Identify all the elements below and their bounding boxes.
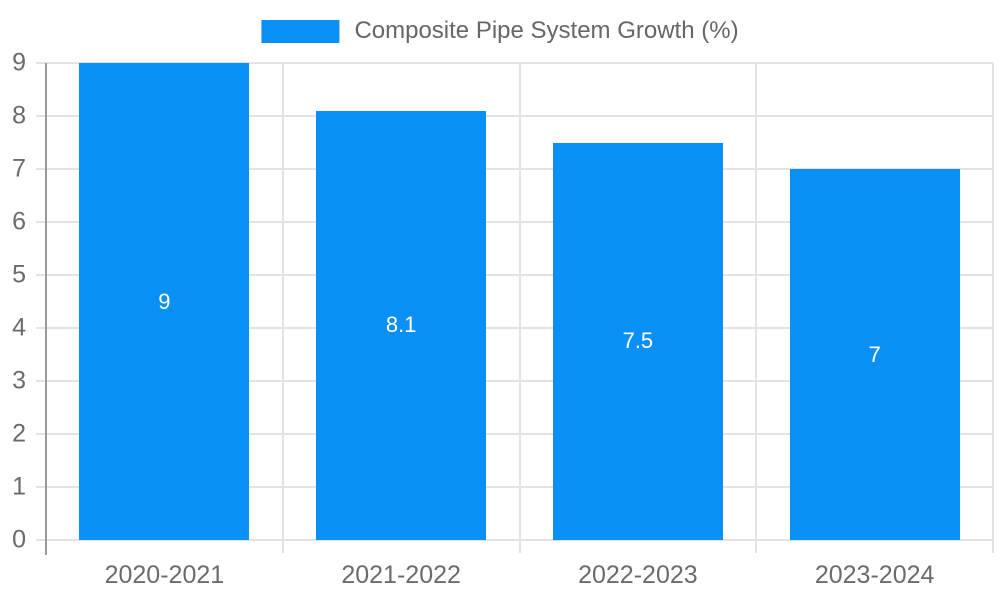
legend-label: Composite Pipe System Growth (%) bbox=[354, 17, 739, 44]
y-tick-label: 1 bbox=[12, 472, 26, 501]
x-gridline bbox=[992, 63, 994, 553]
x-tick-label: 2021-2022 bbox=[341, 561, 461, 589]
y-tick-label: 5 bbox=[12, 260, 26, 289]
y-axis-line bbox=[45, 63, 47, 555]
bar-value-label: 8.1 bbox=[385, 312, 417, 338]
y-tick-label: 8 bbox=[12, 101, 26, 130]
y-gridline bbox=[36, 486, 993, 488]
y-gridline bbox=[36, 274, 993, 276]
bar: 8.1 bbox=[316, 110, 487, 540]
y-tick-label: 2 bbox=[12, 419, 26, 448]
y-gridline bbox=[36, 539, 993, 541]
y-gridline bbox=[36, 221, 993, 223]
y-tick-label: 6 bbox=[12, 207, 26, 236]
bar-value-label: 9 bbox=[158, 288, 171, 314]
y-gridline bbox=[36, 62, 993, 64]
y-tick-label: 7 bbox=[12, 154, 26, 183]
y-gridline bbox=[36, 380, 993, 382]
x-gridline bbox=[518, 63, 521, 553]
bar: 7.5 bbox=[552, 142, 723, 540]
x-gridline bbox=[281, 63, 284, 553]
bar-value-label: 7.5 bbox=[622, 328, 654, 354]
y-gridline bbox=[36, 115, 993, 117]
y-tick-label: 9 bbox=[12, 48, 26, 77]
plot-area: 0 1 2 3 4 5 6 7 8 9 9 2020-2021 8.1 2021-2022 7.5 2022-… bbox=[12, 50, 994, 589]
legend: Composite Pipe System Growth (%) bbox=[261, 17, 739, 45]
y-tick-label: 0 bbox=[12, 525, 26, 554]
x-tick-label: 2022-2023 bbox=[578, 561, 698, 589]
bar: 9 bbox=[79, 63, 250, 540]
y-gridline bbox=[36, 433, 993, 435]
y-gridline bbox=[36, 327, 993, 329]
x-tick-label: 2023-2024 bbox=[814, 561, 935, 589]
x-tick-label: 2020-2021 bbox=[104, 561, 225, 589]
bar-value-label: 7 bbox=[868, 341, 881, 367]
y-tick-label: 4 bbox=[12, 313, 26, 342]
y-gridline bbox=[36, 168, 993, 170]
legend-swatch bbox=[261, 19, 340, 43]
bar: 7 bbox=[789, 169, 960, 540]
x-gridline bbox=[755, 63, 758, 553]
y-tick-label: 3 bbox=[12, 366, 26, 395]
